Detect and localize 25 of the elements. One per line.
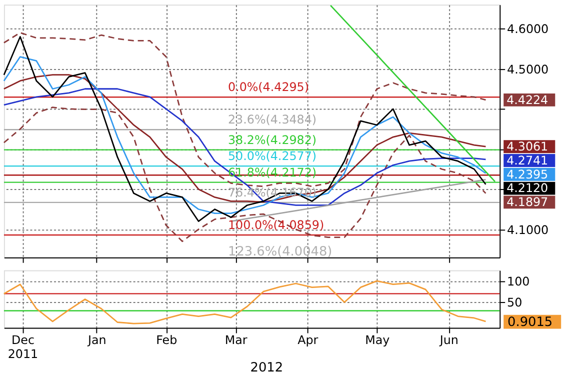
data-label: 4.4224 — [506, 92, 548, 107]
data-label: 4.2395 — [506, 167, 548, 182]
y-tick-label: 4.1000 — [507, 222, 549, 237]
y-tick-label: 50 — [507, 296, 522, 310]
x-tick-label: Mar — [224, 333, 248, 348]
x-tick-label: Feb — [156, 333, 178, 348]
y-tick-label: 4.6000 — [507, 22, 549, 36]
y-tick-label: 100 — [507, 274, 530, 288]
x-tick-label: Apr — [298, 333, 318, 348]
annotation: 123.6%(4.0048) — [228, 244, 332, 260]
data-label: 4.1897 — [506, 195, 548, 210]
x-tick-label: Dec 2011 — [8, 333, 38, 362]
ref-line-label: 38.2%(4.2982) — [228, 132, 317, 147]
x-tick-label: Jun — [438, 333, 458, 348]
ref-line-label: 23.6%(4.3484) — [228, 112, 317, 127]
y-tick-label: 4.5000 — [507, 62, 549, 76]
ref-line-label: 0.0%(4.4295) — [228, 80, 310, 94]
ref-line-label: 50.0%(4.2577) — [228, 149, 317, 164]
text: 2012 — [250, 360, 284, 373]
x-tick-label: May — [365, 333, 390, 348]
data-label: 4.2120 — [506, 181, 548, 196]
text: 0.9015 — [508, 314, 553, 330]
x-tick-label: Jan — [86, 333, 106, 348]
data-label: 4.2741 — [506, 153, 548, 168]
data-label: 4.3061 — [506, 140, 548, 154]
